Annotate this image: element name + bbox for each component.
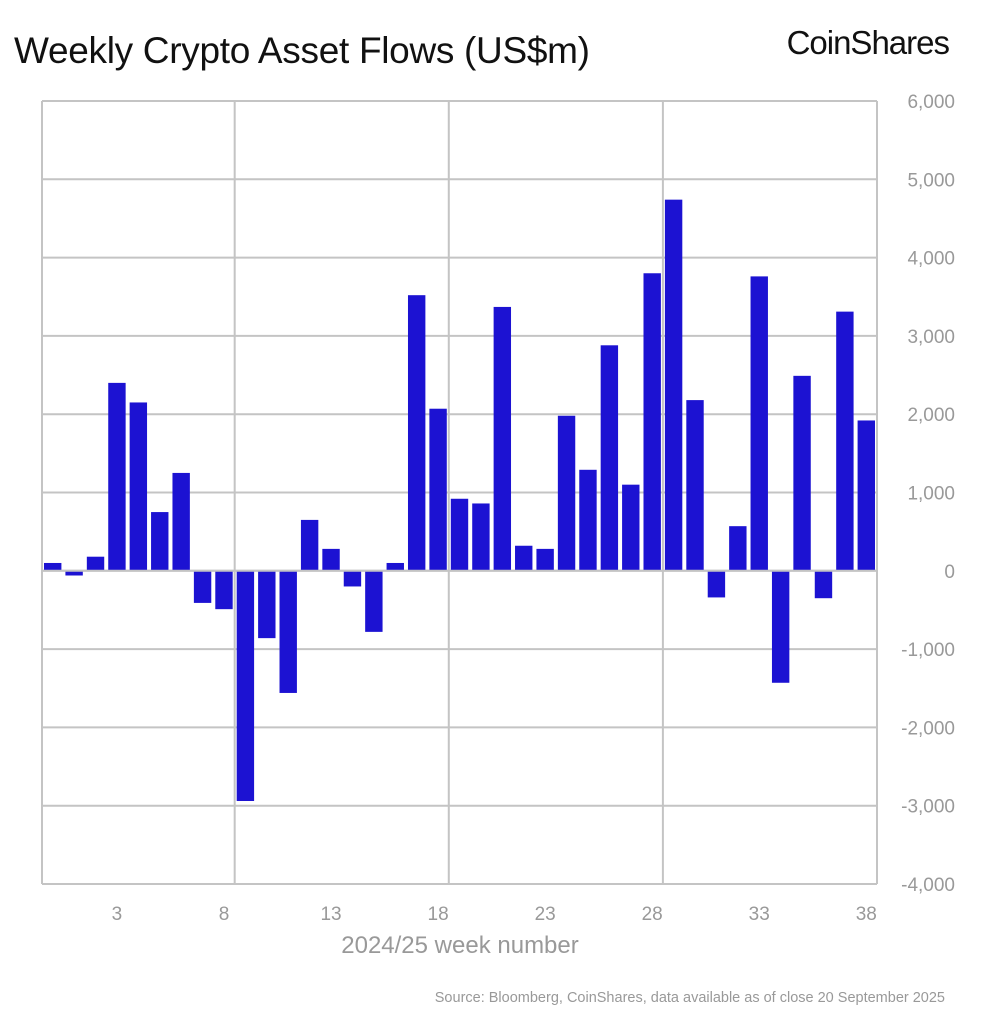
bar-week-17 (407, 295, 426, 571)
x-tick-label: 13 (320, 904, 341, 925)
source-note: Source: Bloomberg, CoinShares, data avai… (434, 990, 945, 1006)
bar-week-16 (386, 562, 404, 571)
bar-week-6 (172, 472, 190, 571)
bar-week-24 (557, 415, 576, 571)
bar-week-34 (771, 570, 790, 683)
bar-week-18 (429, 408, 447, 571)
bar-week-26 (600, 345, 619, 571)
bar-week-11 (279, 570, 297, 693)
bar-week-12 (300, 519, 319, 571)
bar-week-20 (472, 503, 490, 571)
x-tick-label: 8 (219, 904, 230, 925)
bar-week-23 (536, 548, 554, 571)
y-tick-label: -3,000 (901, 797, 955, 818)
y-tick-label: 1,000 (907, 484, 955, 505)
bar-week-32 (729, 526, 747, 571)
x-tick-label: 28 (642, 904, 663, 925)
bar-week-0 (44, 562, 62, 571)
y-tick-label: -4,000 (901, 875, 955, 896)
bar-week-10 (258, 570, 276, 639)
bar-week-30 (686, 400, 704, 571)
bar-week-27 (622, 484, 640, 571)
bar-week-28 (643, 273, 661, 571)
x-tick-label: 33 (749, 904, 770, 925)
y-tick-label: 5,000 (907, 170, 955, 191)
x-tick-label: 38 (856, 904, 877, 925)
bar-week-8 (215, 570, 233, 610)
y-tick-label: -1,000 (901, 640, 955, 661)
x-axis-label: 2024/25 week number (341, 932, 579, 959)
bar-week-15 (365, 570, 383, 632)
bar-week-36 (814, 570, 833, 599)
bar-week-29 (664, 199, 683, 571)
bar-week-19 (450, 498, 469, 571)
bar-week-3 (108, 382, 126, 571)
y-tick-label: 2,000 (907, 405, 955, 426)
x-tick-label: 23 (535, 904, 556, 925)
coinshares-logo: CoinShares (786, 24, 950, 61)
x-tick-label: 18 (428, 904, 449, 925)
bar-week-7 (193, 570, 212, 603)
bar-week-5 (151, 512, 169, 571)
bar-week-38 (857, 420, 875, 571)
bar-week-14 (343, 570, 362, 587)
chart-title: Weekly Crypto Asset Flows (US$m) (14, 30, 590, 71)
y-tick-label: 6,000 (907, 92, 955, 113)
y-tick-label: -2,000 (901, 718, 955, 739)
bar-week-33 (750, 276, 768, 571)
x-tick-label: 3 (112, 904, 123, 925)
bar-week-1 (65, 570, 83, 576)
y-tick-label: 4,000 (907, 249, 955, 270)
bar-week-37 (836, 311, 854, 571)
bar-week-4 (129, 402, 148, 571)
bar-week-21 (493, 306, 512, 571)
y-tick-label: 3,000 (907, 327, 955, 348)
bar-week-2 (86, 556, 105, 571)
y-tick-label: 0 (944, 562, 955, 583)
bar-week-22 (515, 545, 533, 571)
bar-week-9 (236, 570, 255, 802)
bar-week-35 (793, 375, 811, 571)
bar-week-25 (579, 469, 597, 571)
bar-week-13 (322, 548, 340, 571)
bar-week-31 (707, 570, 726, 598)
